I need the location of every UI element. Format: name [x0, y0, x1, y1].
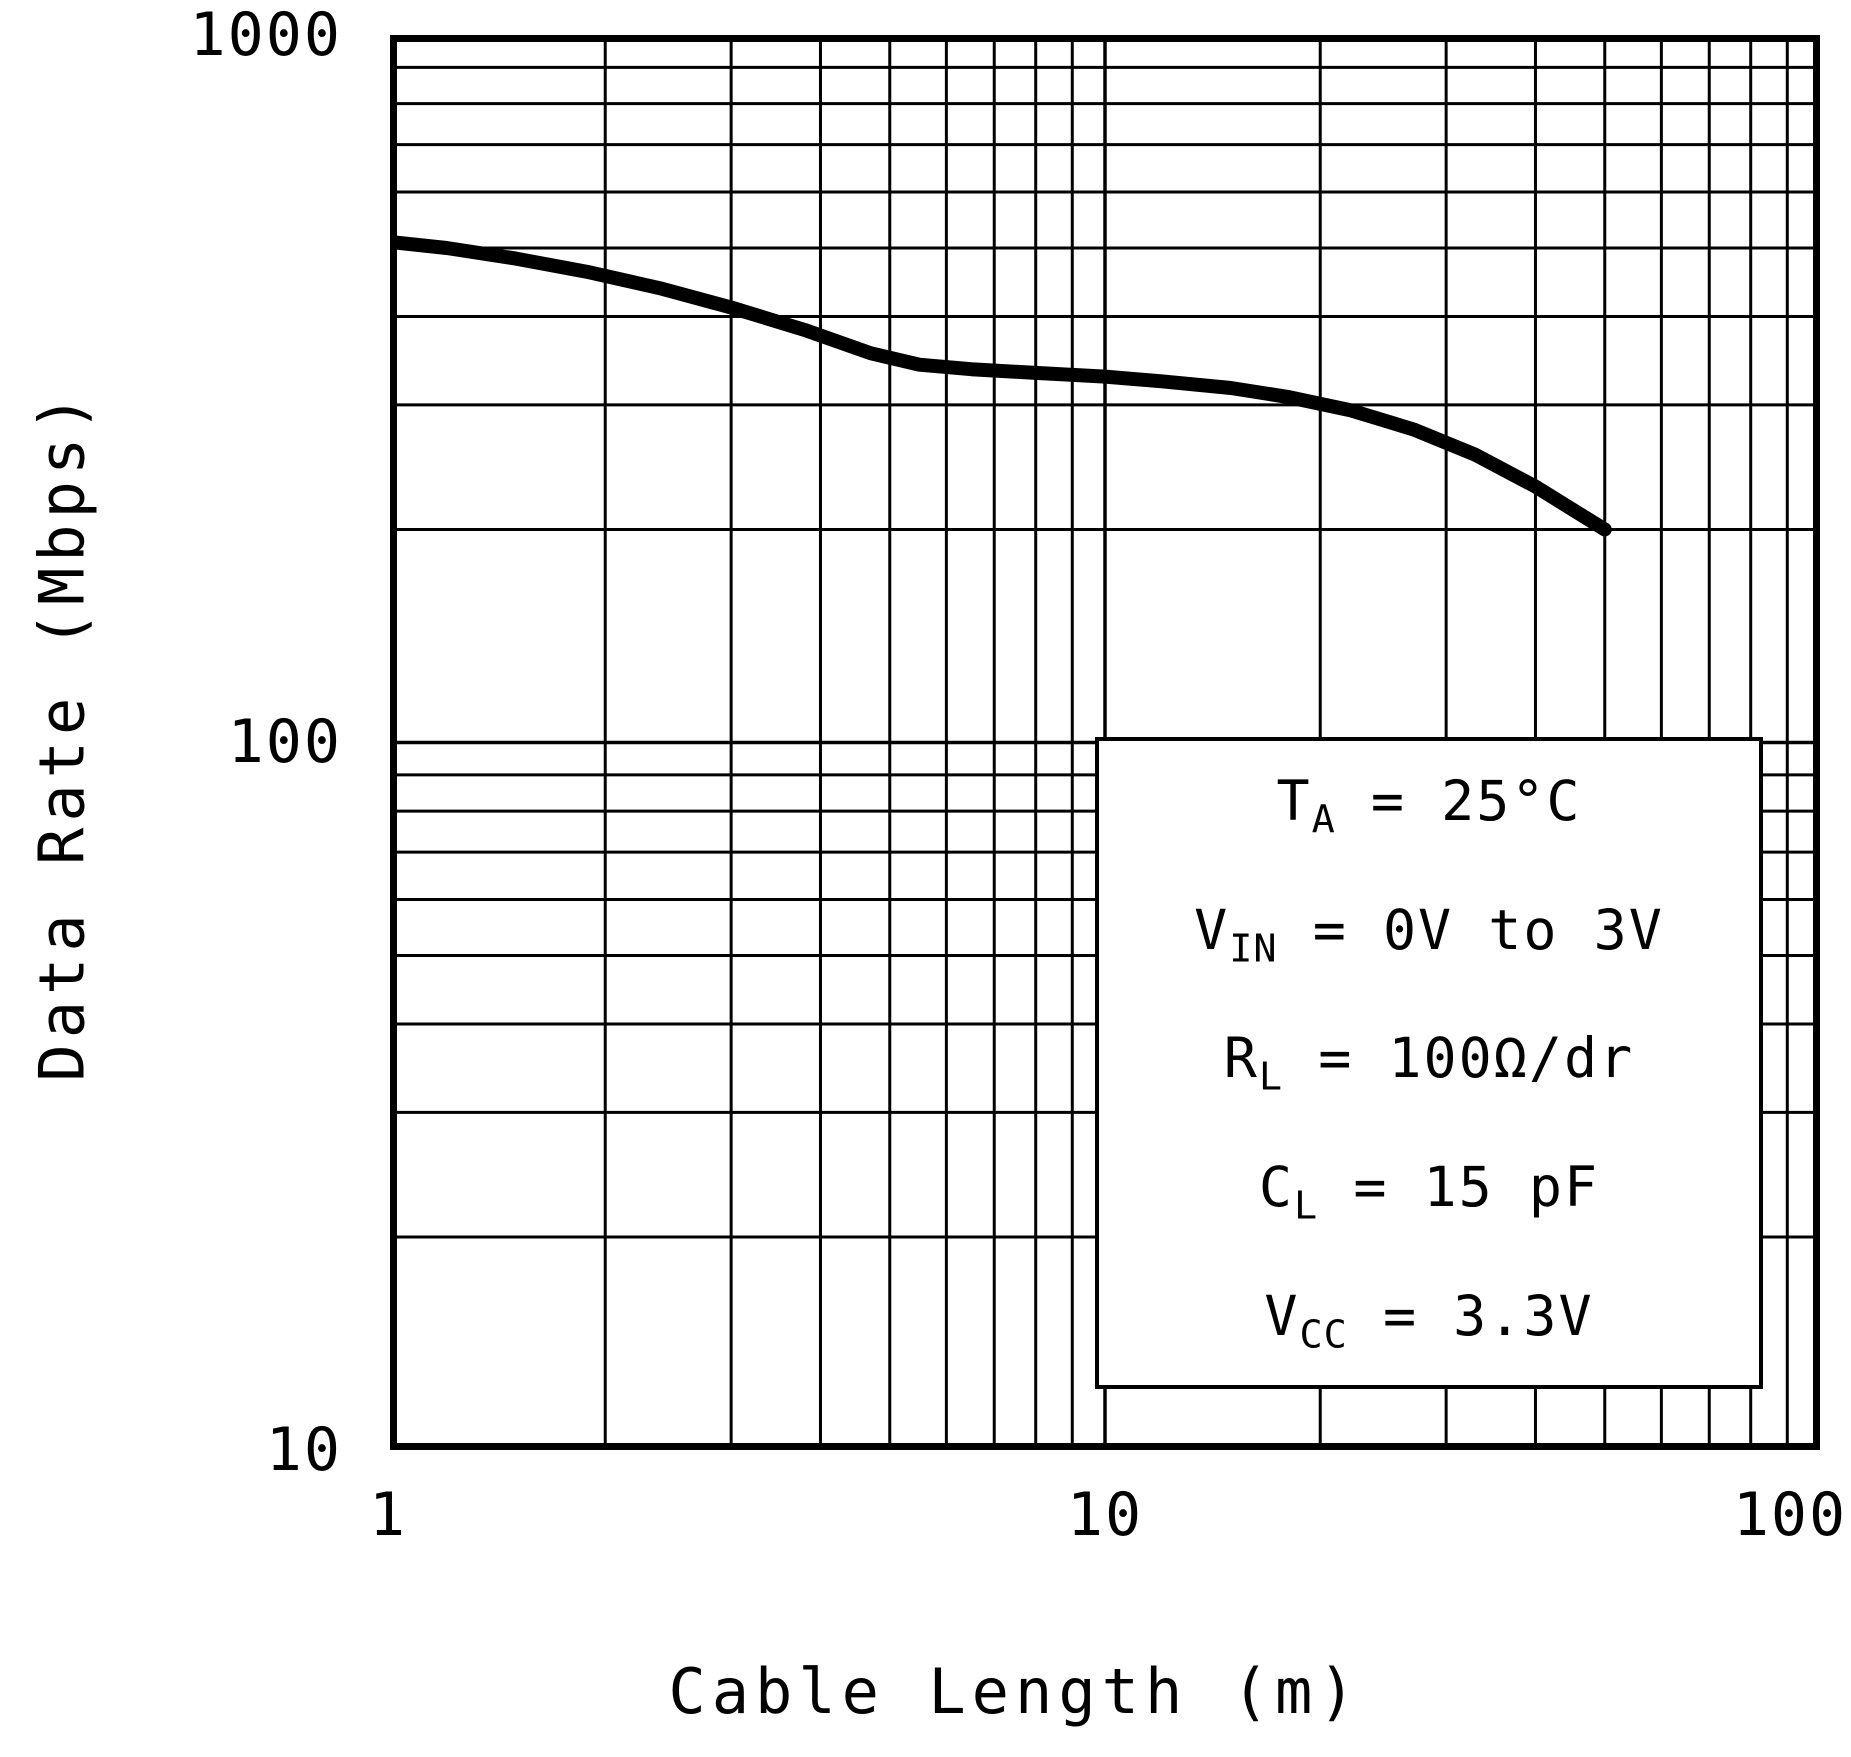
y-tick-100: 100 — [227, 707, 342, 777]
condition-value: = 3.3V — [1347, 1283, 1594, 1348]
condition-line-ta: TA = 25°C — [1276, 769, 1581, 842]
condition-line-cl: CL = 15 pF — [1259, 1155, 1599, 1228]
condition-subscript: CC — [1299, 1312, 1348, 1358]
condition-line-vin: VIN = 0V to 3V — [1194, 898, 1664, 971]
condition-subscript: A — [1311, 797, 1336, 843]
x-tick-10: 10 — [1066, 1480, 1144, 1550]
condition-subscript: L — [1258, 1054, 1284, 1100]
condition-symbol: V — [1264, 1283, 1300, 1348]
x-tick-100: 100 — [1732, 1480, 1848, 1550]
condition-symbol: R — [1223, 1026, 1259, 1091]
condition-line-rl: RL = 100Ω/dr — [1224, 1026, 1634, 1099]
y-tick-10: 10 — [265, 1415, 342, 1485]
condition-symbol: V — [1194, 897, 1230, 962]
condition-value: = 100Ω/dr — [1283, 1026, 1635, 1091]
condition-value: = 15 pF — [1318, 1155, 1600, 1220]
condition-value: = 0V to 3V — [1277, 897, 1664, 962]
x-axis-title: Cable Length (m) — [668, 1655, 1362, 1728]
condition-value: = 25°C — [1335, 768, 1582, 833]
condition-subscript: L — [1294, 1183, 1319, 1229]
conditions-box: TA = 25°C VIN = 0V to 3V RL = 100Ω/dr CL… — [1095, 737, 1763, 1389]
condition-symbol: T — [1276, 768, 1312, 833]
y-tick-1000: 1000 — [189, 0, 342, 70]
x-tick-1: 1 — [368, 1480, 408, 1550]
condition-subscript: IN — [1229, 925, 1278, 971]
condition-symbol: C — [1258, 1155, 1295, 1220]
condition-line-vcc: VCC = 3.3V — [1264, 1284, 1593, 1357]
